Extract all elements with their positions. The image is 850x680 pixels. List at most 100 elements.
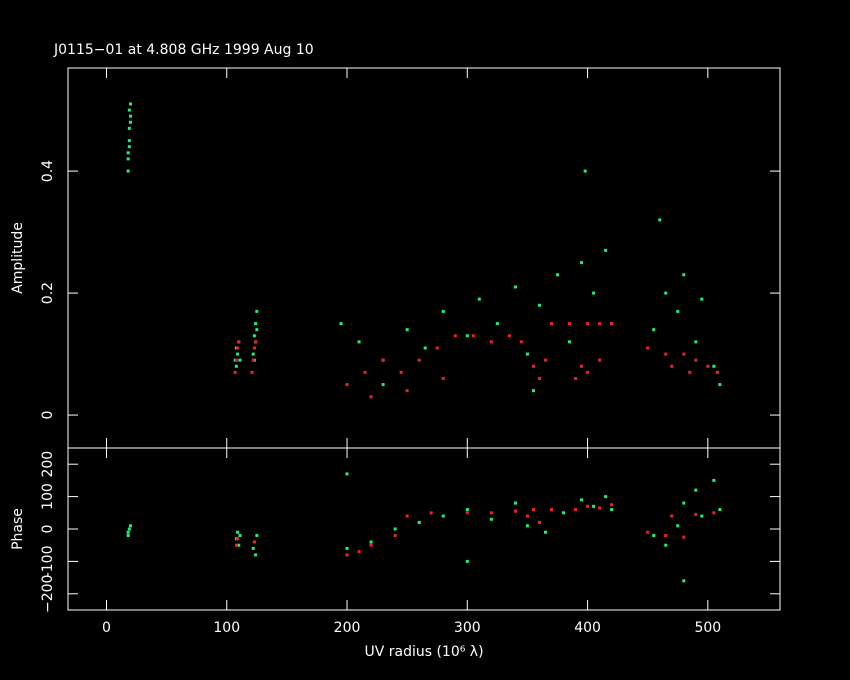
point [345,546,349,550]
point [129,102,133,106]
point [592,504,596,508]
y-tick-label: 0 [40,525,56,534]
point [255,533,259,537]
point [441,376,445,380]
point [252,346,256,350]
x-axis-label: UV radius (10⁶ λ) [364,644,483,660]
point [652,533,656,537]
point [712,478,716,482]
point [126,169,130,173]
y-axis-label: Phase [10,508,26,550]
point [700,297,704,301]
point [700,514,704,518]
point [465,334,469,338]
point [255,309,259,313]
point [357,340,361,344]
point [237,543,241,547]
point [652,328,656,332]
point [441,309,445,313]
point [254,340,258,344]
point [712,364,716,368]
point [586,322,590,326]
point [252,334,256,338]
point [237,340,241,344]
point [393,533,397,537]
point [441,514,445,518]
point [676,309,680,313]
point [127,108,131,112]
point [405,389,409,393]
point [604,495,608,499]
point [670,364,674,368]
point [251,546,255,550]
plot-frame [67,447,781,611]
point [537,303,541,307]
point [519,340,523,344]
x-tick-label: 100 [213,620,240,636]
point [465,508,469,512]
point [453,334,457,338]
point [583,169,587,173]
point [489,340,493,344]
point [549,508,553,512]
point [393,527,397,531]
point [423,346,427,350]
point [381,383,385,387]
point [592,291,596,295]
point [127,139,131,143]
point [531,508,535,512]
x-tick-label: 400 [574,620,601,636]
point [126,530,130,534]
point [255,328,259,332]
point [381,358,385,362]
point [694,358,698,362]
point [129,114,133,118]
point [369,540,373,544]
point [562,511,566,515]
point [610,503,614,507]
point [580,364,584,368]
point [525,352,529,356]
point [369,543,373,547]
point [537,376,541,380]
point [718,508,722,512]
point [495,322,499,326]
point [513,285,517,289]
point [465,559,469,563]
point [694,340,698,344]
point [664,352,668,356]
point [429,511,433,515]
point [604,248,608,252]
point [405,328,409,332]
point [574,376,578,380]
point [586,504,590,508]
x-tick-label: 500 [694,620,721,636]
point [238,358,242,362]
point [556,273,559,277]
point [345,472,349,476]
point [236,537,240,541]
point [251,358,255,362]
point [405,514,409,518]
point [238,533,242,537]
point [598,506,602,510]
point [363,370,367,374]
point [658,218,662,222]
plot-frame [67,67,781,449]
point [236,530,240,534]
point [610,322,614,326]
point [537,521,541,525]
point [513,501,517,505]
point [127,527,131,531]
y-tick-label: -100 [40,546,56,578]
point [646,346,650,350]
point [126,151,130,155]
point [549,322,553,326]
point [254,322,258,326]
point [525,514,529,518]
point [236,352,240,356]
x-tick-label: 300 [454,620,481,636]
y-axis-label: Amplitude [10,222,26,294]
point [664,543,668,547]
